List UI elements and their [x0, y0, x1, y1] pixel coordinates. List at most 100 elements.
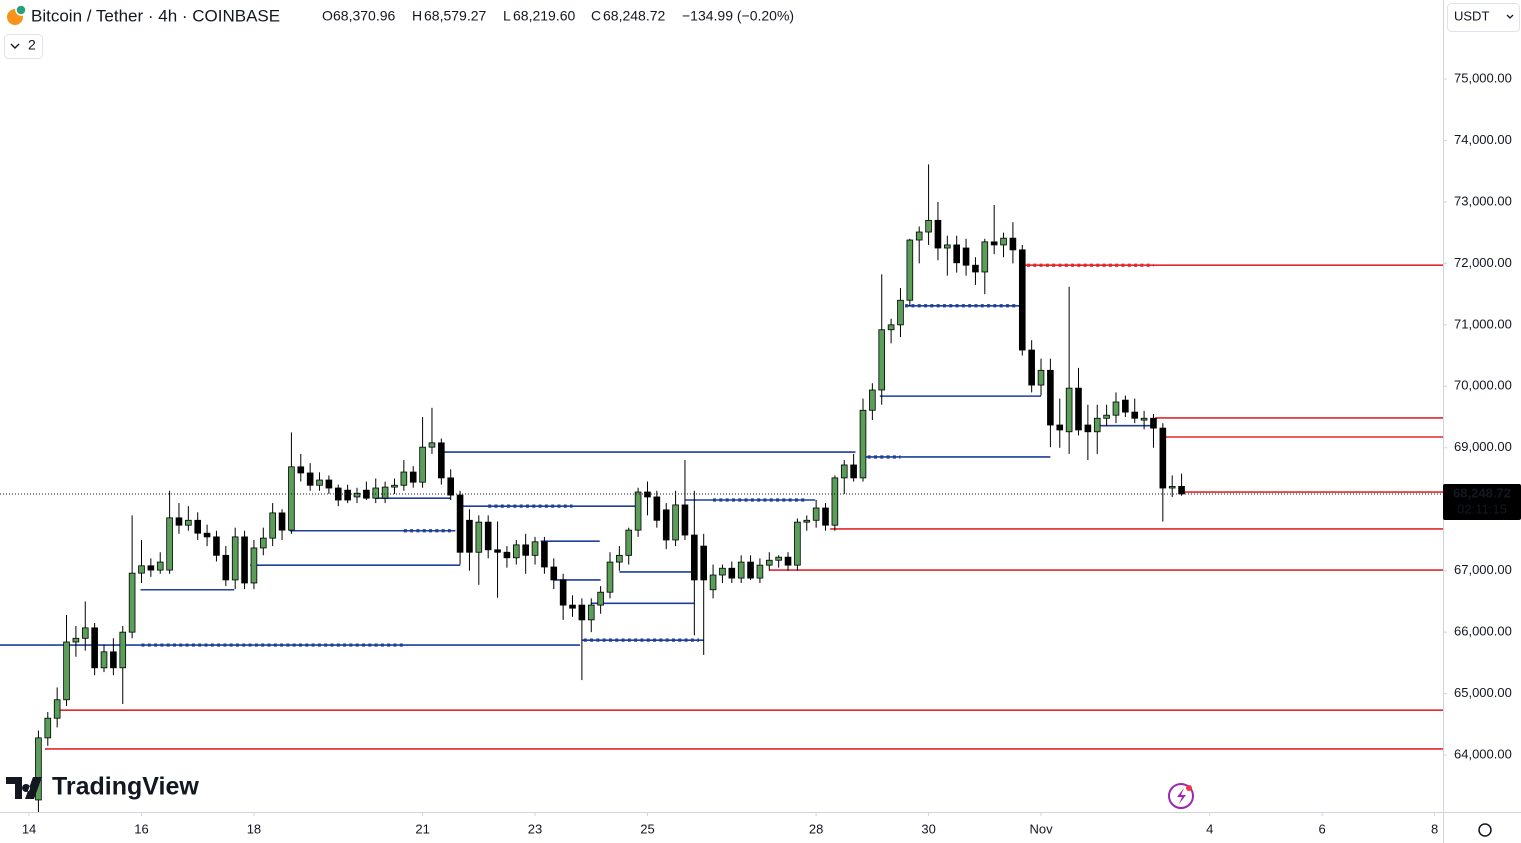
candle-body — [550, 566, 558, 581]
currency-select[interactable] — [1447, 3, 1520, 32]
indicator-toggle[interactable] — [4, 34, 43, 59]
candle-body — [831, 477, 839, 526]
candle-body — [1037, 369, 1045, 386]
ohlc-value: 68,219.60 — [513, 8, 575, 24]
candle-body — [250, 547, 258, 584]
y-tick-label: 71,000.00 — [1454, 316, 1512, 331]
candle-body — [53, 699, 61, 719]
candle-body — [691, 534, 698, 581]
candle-body — [616, 554, 623, 563]
candle-body — [325, 479, 333, 489]
candle-body — [859, 409, 867, 479]
candle-body — [44, 717, 52, 739]
candle-body — [1093, 417, 1101, 433]
candle-body — [391, 484, 398, 488]
candle-body — [962, 247, 970, 266]
y-tick-label: 66,000.00 — [1454, 624, 1512, 639]
candle-body — [559, 579, 567, 606]
symbol-title: Bitcoin / Tether · 4h · COINBASE — [31, 6, 280, 25]
candle-body — [541, 541, 548, 568]
candle-body — [981, 241, 989, 273]
candle-body — [878, 329, 886, 391]
x-tick-label: 18 — [247, 821, 261, 836]
ohlc-letter: L — [503, 8, 511, 24]
candle-body — [1065, 387, 1073, 433]
candle-body — [91, 627, 98, 669]
candle-body — [1112, 401, 1120, 416]
candle-body — [306, 472, 314, 486]
candle-body — [175, 517, 183, 526]
candle-body — [944, 244, 951, 249]
x-tick-label: 28 — [809, 821, 823, 836]
candle-body — [1084, 424, 1092, 433]
candle-body — [990, 241, 998, 246]
x-tick-label: 14 — [22, 821, 36, 836]
candle-body — [372, 487, 380, 499]
y-tick-label: 73,000.00 — [1454, 193, 1512, 208]
candle-body — [747, 561, 754, 579]
candle-body — [1122, 399, 1129, 413]
alert-dot — [1186, 785, 1192, 791]
candle-body — [784, 556, 792, 566]
candle-body — [419, 446, 426, 483]
candle-body — [1075, 387, 1082, 431]
ohlc-value: 68,370.96 — [333, 8, 395, 24]
ohlc-value: 68,579.27 — [424, 8, 486, 24]
candle-body — [447, 477, 455, 496]
candle-body — [972, 264, 979, 273]
y-tick-label: 70,000.00 — [1454, 378, 1512, 393]
candle-body — [775, 556, 782, 561]
candle-body — [915, 231, 923, 241]
chevron — [1506, 14, 1514, 19]
candle-body — [597, 591, 604, 606]
x-tick-label: 25 — [640, 821, 654, 836]
candle-body — [119, 631, 127, 669]
candle-body — [672, 504, 679, 541]
candle-body — [269, 512, 276, 539]
candle-body — [297, 466, 305, 474]
countdown: 02:11:15 — [1457, 501, 1507, 516]
candle-body — [934, 219, 942, 249]
candle-body — [840, 464, 848, 479]
x-tick-label: 23 — [528, 821, 542, 836]
indicator-count: 2 — [28, 37, 36, 53]
candle-body — [288, 466, 295, 531]
candle-body — [381, 486, 389, 499]
candle-body — [709, 574, 717, 591]
settings-icon[interactable] — [1478, 823, 1492, 837]
candle-body — [1159, 427, 1167, 489]
x-tick-label: Nov — [1029, 821, 1053, 836]
candle-body — [466, 519, 473, 553]
candle-body — [503, 551, 511, 559]
candle-body — [156, 561, 164, 571]
candle-body — [887, 324, 895, 331]
last-price-label: 68,248.72 — [1453, 485, 1511, 500]
candle-body — [662, 509, 670, 541]
candle-body — [475, 521, 483, 553]
axes: 64,000.0065,000.0066,000.0067,000.0068,0… — [22, 70, 1521, 836]
candle-body — [906, 239, 914, 301]
candle-body — [756, 564, 764, 579]
alert-icon[interactable] — [1168, 783, 1194, 809]
candle-body — [869, 389, 876, 411]
candle-body — [681, 504, 689, 536]
candle-body — [578, 604, 586, 621]
y-tick-label: 65,000.00 — [1454, 685, 1512, 700]
candle-body — [241, 536, 248, 584]
candle-body — [765, 559, 773, 566]
candle-body — [700, 545, 708, 581]
candle-body — [803, 519, 811, 523]
ohlc-value: 68,248.72 — [603, 8, 665, 24]
candle-body — [634, 491, 642, 531]
y-tick-label: 69,000.00 — [1454, 439, 1512, 454]
candle-body — [1131, 411, 1139, 419]
candle-body — [100, 651, 108, 669]
candle-body — [259, 537, 267, 549]
candle-body — [456, 494, 464, 553]
x-tick-label: 8 — [1431, 821, 1438, 836]
change: −134.99 (−0.20%) — [682, 8, 794, 24]
x-tick-label: 4 — [1206, 821, 1213, 836]
y-tick-label: 75,000.00 — [1454, 70, 1512, 85]
ohlc-letter: C — [591, 8, 601, 24]
